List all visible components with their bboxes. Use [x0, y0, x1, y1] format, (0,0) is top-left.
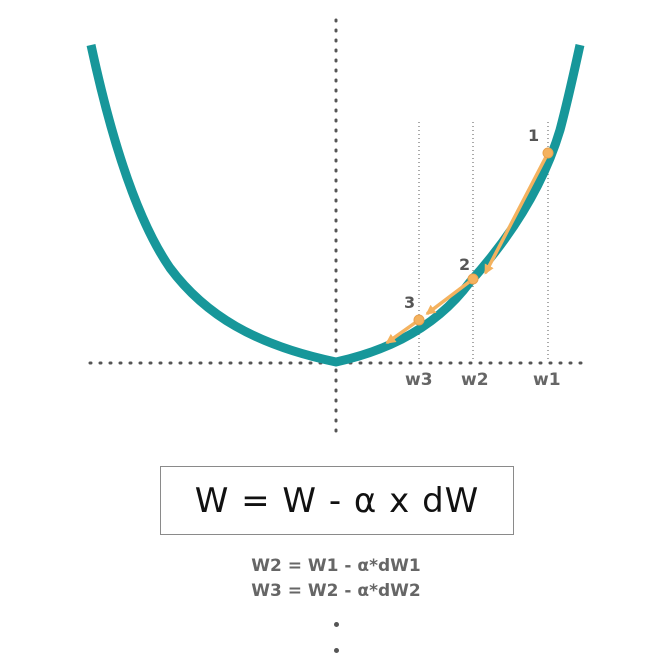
tick-label-w2: w2 — [461, 370, 489, 390]
step-arrow-1 — [484, 151, 550, 275]
step-point-3 — [413, 314, 425, 326]
step-label-3: 3 — [404, 293, 415, 312]
step-arrow-3 — [385, 318, 421, 344]
step-arrow-2 — [425, 277, 475, 315]
equation-line-1: W2 = W1 - α*dW1 — [251, 556, 421, 576]
vertical-ellipsis-icon — [334, 622, 339, 627]
step-point-2 — [467, 273, 479, 285]
step-label-1: 1 — [528, 126, 539, 145]
step-point-1 — [542, 147, 554, 159]
update-rule-box: W = W - α x dW — [160, 466, 514, 535]
equation-line-2: W3 = W2 - α*dW2 — [251, 581, 421, 601]
cost-curve — [86, 44, 585, 367]
tick-label-w3: w3 — [405, 370, 433, 390]
tick-label-w1: w1 — [533, 370, 561, 390]
update-rule-formula: W = W - α x dW — [194, 480, 480, 521]
step-label-2: 2 — [459, 255, 470, 274]
vertical-ellipsis-icon — [334, 648, 339, 653]
